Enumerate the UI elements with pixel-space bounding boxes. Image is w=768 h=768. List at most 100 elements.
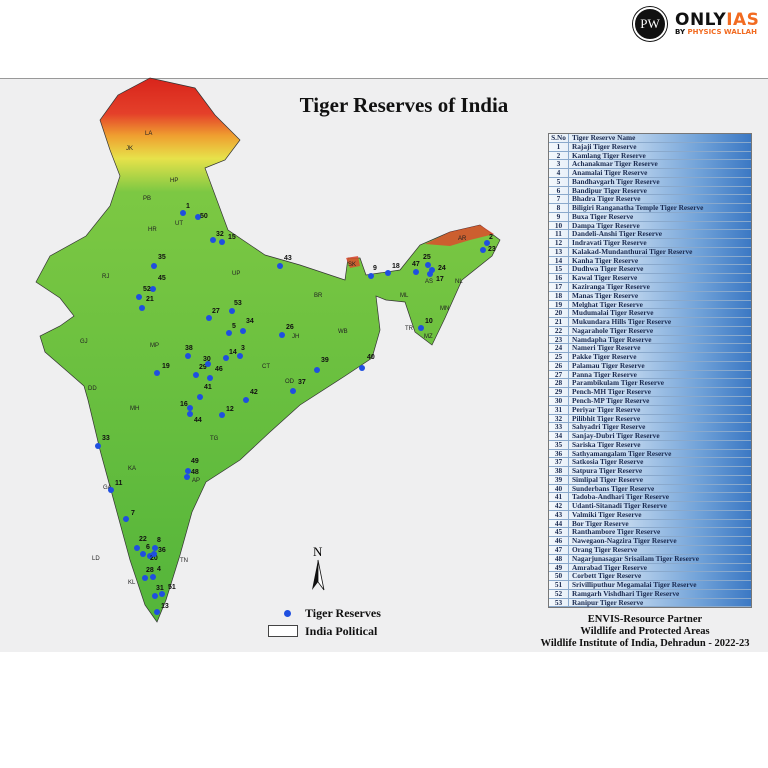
row-sno: 48 [549,554,569,563]
reserve-marker[interactable] [359,365,365,371]
row-sno: 5 [549,177,569,186]
table-row: 46 Nawegaon-Nagzira Tiger Reserve [549,537,751,546]
reserve-marker[interactable] [425,262,431,268]
table-row: 36 Sathyamangalam Tiger Reserve [549,449,751,459]
state-label: UP [232,271,240,277]
reserve-marker[interactable] [205,361,211,367]
reserve-marker[interactable] [206,315,212,321]
reserve-marker[interactable] [279,332,285,338]
row-sno: 33 [549,423,569,432]
reserve-marker-label: 14 [229,349,237,356]
reserve-marker[interactable] [197,394,203,400]
reserve-marker[interactable] [150,574,156,580]
reserve-marker[interactable] [150,286,156,292]
table-row: 7 Bhadra Tiger Reserve [549,195,751,205]
row-name: Dandeli-Anshi Tiger Reserve [572,229,662,239]
state-label: MH [130,406,139,412]
reserve-marker[interactable] [210,237,216,243]
reserve-marker[interactable] [277,263,283,269]
row-name: Srivilliputhur Megamalai Tiger Reserve [572,580,697,590]
reserve-marker[interactable] [136,294,142,300]
reserve-marker[interactable] [223,355,229,361]
reserve-marker[interactable] [187,405,193,411]
state-label: SK [348,262,356,268]
table-row: 3 Achanakmar Tiger Reserve [549,160,751,170]
reserve-marker[interactable] [95,443,101,449]
reserve-marker[interactable] [187,411,193,417]
row-sno: 47 [549,546,569,554]
reserve-marker[interactable] [152,593,158,599]
reserve-marker-label: 46 [215,366,223,373]
reserve-marker[interactable] [108,487,114,493]
reserve-marker[interactable] [219,239,225,245]
state-label: UT [175,221,183,227]
reserve-marker[interactable] [154,370,160,376]
reserve-marker[interactable] [134,545,140,551]
row-sno: 52 [549,589,569,598]
reserve-marker[interactable] [195,214,201,220]
reserve-marker[interactable] [484,240,490,246]
reserve-marker[interactable] [159,591,165,597]
row-sno: 19 [549,300,569,309]
reserve-marker[interactable] [180,210,186,216]
row-name: Orang Tiger Reserve [572,544,638,554]
row-name: Satkosia Tiger Reserve [572,457,644,467]
reserve-marker-label: 13 [161,603,169,610]
reserve-marker[interactable] [193,372,199,378]
reserve-marker[interactable] [151,551,157,557]
credits: ENVIS-Resource Partner Wildlife and Prot… [540,614,750,650]
reserve-marker[interactable] [151,263,157,269]
reserve-marker[interactable] [413,269,419,275]
reserve-marker-label: 36 [158,547,166,554]
table-row: 18 Manas Tiger Reserve [549,291,751,301]
reserve-marker-label: 21 [146,296,154,303]
reserve-marker[interactable] [237,353,243,359]
reserve-marker[interactable] [185,353,191,359]
reserve-marker-label: 31 [156,585,164,592]
reserve-marker[interactable] [418,325,424,331]
row-sno: 31 [549,405,569,414]
reserve-marker[interactable] [229,308,235,314]
reserve-marker[interactable] [314,367,320,373]
reserve-marker[interactable] [140,551,146,557]
row-name: Biligiri Ranganatha Temple Tiger Reserve [572,203,704,213]
reserve-marker-label: 2 [489,234,493,241]
row-sno: 25 [549,353,569,361]
reserve-marker[interactable] [185,468,191,474]
table-row: 40 Sunderbans Tiger Reserve [549,484,751,494]
reserve-marker[interactable] [142,575,148,581]
row-sno: 39 [549,475,569,484]
row-name: Sariska Tiger Reserve [572,439,641,449]
reserve-marker[interactable] [243,397,249,403]
reserve-marker[interactable] [207,375,213,381]
state-label: LA [145,131,152,137]
reserve-marker[interactable] [290,388,296,394]
reserve-marker[interactable] [385,270,391,276]
table-row: 19 Melghat Tiger Reserve [549,300,751,310]
reserve-marker[interactable] [154,609,160,615]
row-sno: 22 [549,326,569,335]
table-row: 49 Amrabad Tiger Reserve [549,563,751,573]
table-row: 8 Biligiri Ranganatha Temple Tiger Reserv… [549,204,751,213]
state-label: LD [92,556,100,562]
row-sno: 17 [549,283,569,291]
row-sno: 53 [549,598,569,607]
reserve-marker[interactable] [184,474,190,480]
row-name: Kanha Tiger Reserve [572,255,639,265]
row-name: Pilibhit Tiger Reserve [572,413,641,423]
row-sno: 3 [549,160,569,169]
reserve-marker[interactable] [226,330,232,336]
row-name: Udanti-Sitanadi Tiger Reserve [572,501,667,511]
reserve-marker[interactable] [368,273,374,279]
reserve-marker-label: 48 [191,469,199,476]
reserve-marker[interactable] [152,545,158,551]
reserve-marker[interactable] [139,305,145,311]
reserve-marker[interactable] [240,328,246,334]
reserve-marker-label: 17 [436,276,444,283]
reserve-marker[interactable] [219,412,225,418]
reserve-marker[interactable] [123,516,129,522]
reserve-marker[interactable] [429,267,435,273]
reserve-table: S.No Tiger Reserve Name 1 Rajaji Tiger Re… [548,133,752,609]
reserve-marker[interactable] [480,247,486,253]
reserve-marker-label: 11 [115,480,123,487]
